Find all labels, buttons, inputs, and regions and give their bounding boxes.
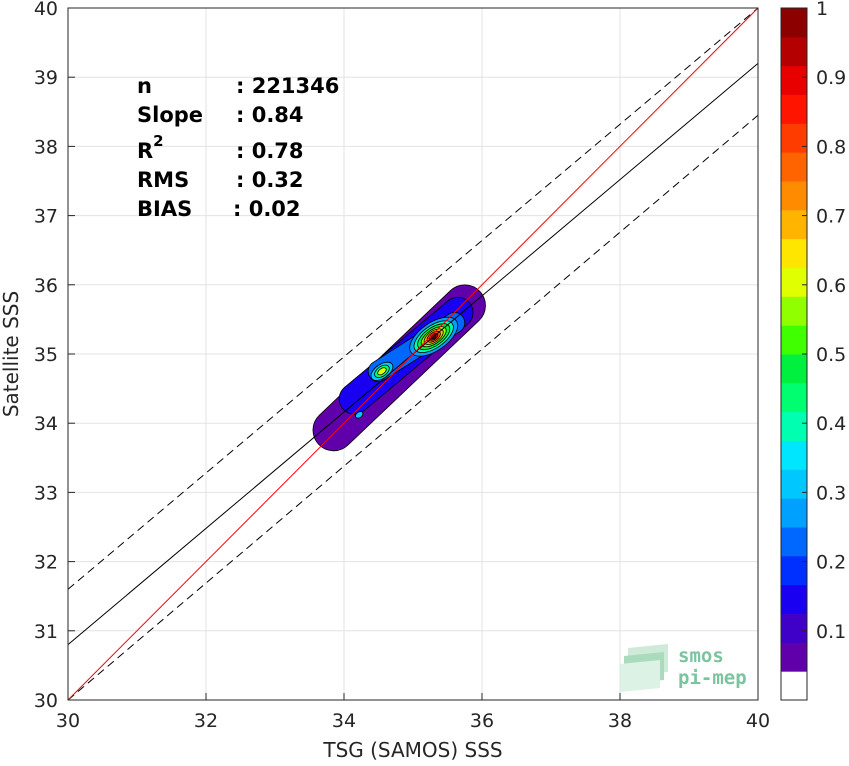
colorbar-segment bbox=[781, 152, 807, 182]
stat-rms-value: : 0.32 bbox=[236, 168, 304, 192]
y-ticks: 30 31 32 33 34 35 36 37 38 39 40 bbox=[34, 0, 75, 712]
y-tick-label: 39 bbox=[34, 67, 58, 89]
x-axis-label: TSG (SAMOS) SSS bbox=[322, 738, 502, 762]
colorbar-tick-label: 0.5 bbox=[816, 344, 846, 366]
y-tick-label: 31 bbox=[34, 621, 58, 643]
logo-text-line1: smos bbox=[678, 645, 724, 667]
stat-r2-base: R bbox=[137, 139, 153, 163]
y-tick-label: 32 bbox=[34, 552, 58, 574]
colorbar-segment bbox=[781, 354, 807, 384]
colorbar-segment bbox=[781, 8, 807, 38]
colorbar-segment bbox=[781, 209, 807, 240]
y-tick-label: 38 bbox=[34, 136, 58, 158]
x-ticks: 30 32 34 36 38 40 bbox=[56, 693, 770, 732]
colorbar-segment bbox=[781, 671, 807, 701]
stats-annotation: n : 221346 Slope : 0.84 R2 : 0.78 RMS : … bbox=[137, 74, 339, 221]
grid-lines bbox=[67, 7, 759, 701]
x-tick-label: 30 bbox=[56, 710, 80, 732]
x-tick-label: 40 bbox=[746, 710, 770, 732]
colorbar-tick-label: 0.3 bbox=[816, 482, 846, 504]
stat-n-value: : 221346 bbox=[236, 74, 339, 98]
y-axis-label: Satellite SSS bbox=[0, 291, 23, 417]
colorbar-segment bbox=[781, 267, 807, 297]
colorbar-segment bbox=[781, 181, 807, 211]
y-tick-label: 33 bbox=[34, 482, 58, 504]
y-tick-label: 34 bbox=[34, 413, 58, 435]
colorbar-segment bbox=[781, 296, 807, 326]
colorbar-tick-label: 0.6 bbox=[816, 275, 846, 297]
colorbar-tick-label: 0.7 bbox=[816, 206, 846, 228]
colorbar-tick-label: 0.1 bbox=[816, 621, 846, 643]
logo-graphic bbox=[620, 644, 668, 692]
stat-slope-label: Slope bbox=[137, 103, 203, 127]
x-tick-label: 38 bbox=[608, 710, 632, 732]
reference-lines bbox=[68, 8, 758, 700]
colorbar-tick-label: 0.4 bbox=[816, 413, 846, 435]
colorbar-segment bbox=[781, 613, 807, 643]
stat-r2-label: R2 bbox=[137, 132, 164, 163]
stat-rms-label: RMS bbox=[137, 168, 189, 192]
smos-pimep-logo: smos pi-mep bbox=[620, 644, 747, 692]
y-tick-label: 35 bbox=[34, 344, 58, 366]
colorbar-segment bbox=[781, 238, 807, 268]
stat-slope-value: : 0.84 bbox=[236, 103, 304, 127]
one-to-one-line bbox=[68, 8, 758, 700]
colorbar-segment bbox=[781, 440, 807, 470]
colorbar-segment bbox=[781, 498, 807, 528]
stat-bias-value: : 0.02 bbox=[233, 197, 301, 221]
y-tick-label: 30 bbox=[34, 690, 58, 712]
stat-r2-value: : 0.78 bbox=[236, 139, 304, 163]
colorbar-segment bbox=[781, 65, 807, 95]
y-tick-label: 36 bbox=[34, 275, 58, 297]
y-tick-label: 40 bbox=[34, 0, 58, 20]
colorbar-segment bbox=[781, 382, 807, 413]
colorbar-tick-label: 0.8 bbox=[816, 136, 846, 158]
x-tick-label: 36 bbox=[470, 710, 494, 732]
colorbar-tick-label: 0.2 bbox=[816, 552, 846, 574]
x-tick-label: 32 bbox=[194, 710, 218, 732]
colorbar-segment bbox=[781, 584, 807, 614]
stat-bias-label: BIAS bbox=[137, 197, 192, 221]
logo-text-line2: pi-mep bbox=[678, 667, 747, 689]
fit-lower-bound-line bbox=[68, 114, 758, 700]
colorbar-tick-label: 0.9 bbox=[816, 67, 846, 89]
density-contour bbox=[355, 411, 364, 419]
colorbar-tick-label: 1 bbox=[816, 0, 828, 20]
colorbar-segment bbox=[781, 36, 807, 67]
fit-upper-bound-line bbox=[68, 8, 758, 590]
colorbar-segment bbox=[781, 94, 807, 124]
colorbar bbox=[781, 8, 807, 701]
colorbar-segment bbox=[781, 469, 807, 499]
y-tick-label: 37 bbox=[34, 206, 58, 228]
colorbar-ticks: 0.1 0.2 0.3 0.4 0.5 0.6 0.7 0.8 0.9 1 bbox=[802, 0, 846, 643]
colorbar-segment bbox=[781, 411, 807, 441]
density-contour bbox=[377, 367, 387, 376]
colorbar-segment bbox=[781, 527, 807, 557]
x-tick-label: 34 bbox=[332, 710, 356, 732]
colorbar-segment bbox=[781, 123, 807, 153]
stat-r2-sup: 2 bbox=[153, 132, 163, 150]
colorbar-segment bbox=[781, 555, 807, 586]
stat-n-label: n bbox=[137, 74, 152, 98]
colorbar-segment bbox=[781, 325, 807, 355]
colorbar-segment bbox=[781, 642, 807, 672]
